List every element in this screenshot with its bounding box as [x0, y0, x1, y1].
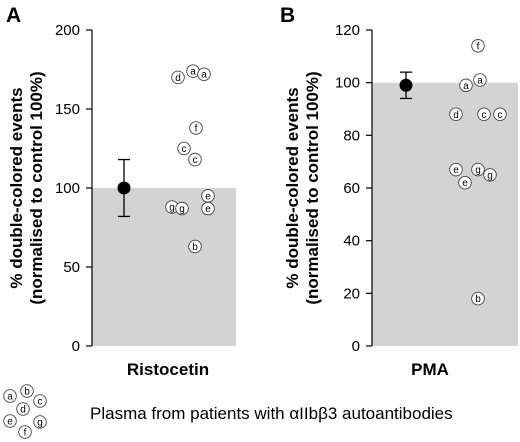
panel-b-point	[449, 162, 463, 177]
panel-a-point	[175, 201, 189, 216]
panel-a-point	[197, 67, 211, 81]
panel-b-ylabel-line2: (normalised to control 100%)	[303, 71, 322, 304]
panel-b: B % double-colored events (normalised to…	[280, 4, 518, 379]
panel-b-point	[471, 291, 485, 306]
panel-b-point-label: e	[462, 178, 468, 189]
panel-b-tick-label: 0	[352, 338, 360, 355]
panel-b-point	[471, 39, 485, 53]
panel-b-point-label: a	[463, 81, 469, 92]
panel-a-mean-marker	[117, 158, 131, 218]
panel-a-point	[188, 239, 202, 254]
legend-symbol	[33, 415, 47, 429]
legend-symbol-label: b	[24, 387, 30, 398]
panel-a: A % double-colored events (normalised to…	[6, 4, 236, 379]
legend-symbol	[16, 402, 30, 416]
panel-a-ylabel-line1: % double-colored events	[7, 87, 26, 288]
panel-b-point-label: a	[477, 76, 483, 87]
panel-b-mean-dot	[399, 78, 413, 92]
panel-b-point	[459, 78, 473, 93]
panel-b-point-label: d	[453, 110, 459, 121]
legend-symbol	[18, 425, 32, 439]
panel-b-point-label: c	[482, 110, 487, 121]
panel-b-point-label: g	[475, 165, 481, 176]
legend-symbol-label: a	[7, 392, 13, 403]
panel-b-point	[458, 175, 472, 190]
panel-a-point-label: a	[201, 70, 207, 81]
panel-a-point	[188, 152, 202, 167]
panel-b-point-label: e	[453, 165, 459, 176]
legend-symbol	[20, 384, 34, 398]
panel-b-point-label: g	[487, 170, 493, 181]
panel-a-point-label: g	[169, 202, 175, 213]
panel-a-point-label: c	[182, 144, 187, 155]
legend-symbol	[3, 414, 17, 428]
legend-symbol	[33, 394, 47, 408]
panel-a-point	[177, 141, 191, 156]
panel-a-point-label: e	[205, 191, 211, 202]
panel-a-point-label: e	[205, 204, 211, 215]
panel-b-letter: B	[280, 4, 295, 27]
panel-b-point	[471, 162, 485, 177]
panel-b-point-label: f	[477, 41, 480, 52]
panel-b-tick-label: 40	[343, 233, 360, 250]
panel-a-point-label: c	[193, 155, 198, 166]
panel-a-point-label: f	[195, 123, 198, 134]
panel-b-y-ticks: 0 20 40 60 80 100 120	[335, 22, 372, 355]
panel-b-ylabel-line1: % double-colored events	[283, 87, 302, 288]
legend-symbol	[3, 389, 17, 403]
panel-a-point-label: b	[192, 242, 198, 253]
panel-b-category-label: PMA	[411, 360, 449, 379]
panel-a-point	[171, 70, 185, 85]
panel-b-tick-label: 100	[335, 75, 360, 92]
panel-b-tick-label: 120	[335, 22, 360, 39]
panel-b-point-label: c	[498, 110, 503, 121]
panel-a-category-label: Ristocetin	[127, 360, 209, 379]
panel-b-point	[493, 107, 507, 122]
panel-a-tick-label: 50	[63, 259, 80, 276]
panel-b-tick-label: 60	[343, 180, 360, 197]
legend-symbol-label: c	[38, 397, 43, 408]
panel-b-point	[449, 107, 463, 122]
panel-b-point	[473, 73, 487, 87]
panel-a-point-label: d	[175, 73, 181, 84]
panel-a-point-label: g	[179, 204, 185, 215]
legend-symbol-label: e	[7, 417, 13, 428]
legend-caption: Plasma from patients with αIIbβ3 autoant…	[90, 404, 453, 423]
panel-a-tick-label: 0	[72, 338, 80, 355]
panel-a-point-label: a	[190, 67, 196, 78]
panel-b-point	[477, 107, 491, 122]
panel-b-point	[483, 168, 497, 182]
panel-b-point-label: b	[475, 294, 481, 305]
panel-a-tick-label: 150	[55, 101, 80, 118]
panel-b-mean-marker	[399, 71, 413, 100]
panel-a-letter: A	[6, 4, 21, 27]
panel-a-ylabel-line2: (normalised to control 100%)	[27, 71, 46, 304]
panel-a-control-bar	[92, 188, 236, 346]
panel-a-y-ticks: 0 50 100 150 200	[55, 22, 92, 355]
legend-symbol-label: g	[37, 418, 43, 429]
panel-a-mean-dot	[117, 181, 131, 195]
panel-b-tick-label: 20	[343, 285, 360, 302]
panel-b-tick-label: 80	[343, 127, 360, 144]
legend-symbol-label: d	[20, 405, 26, 416]
panel-a-point	[189, 121, 203, 135]
panel-a-point	[201, 201, 215, 216]
legend-symbol-label: f	[24, 428, 27, 439]
panel-b-control-bar	[372, 82, 518, 347]
panel-a-tick-label: 200	[55, 22, 80, 39]
panel-a-tick-label: 100	[55, 180, 80, 197]
